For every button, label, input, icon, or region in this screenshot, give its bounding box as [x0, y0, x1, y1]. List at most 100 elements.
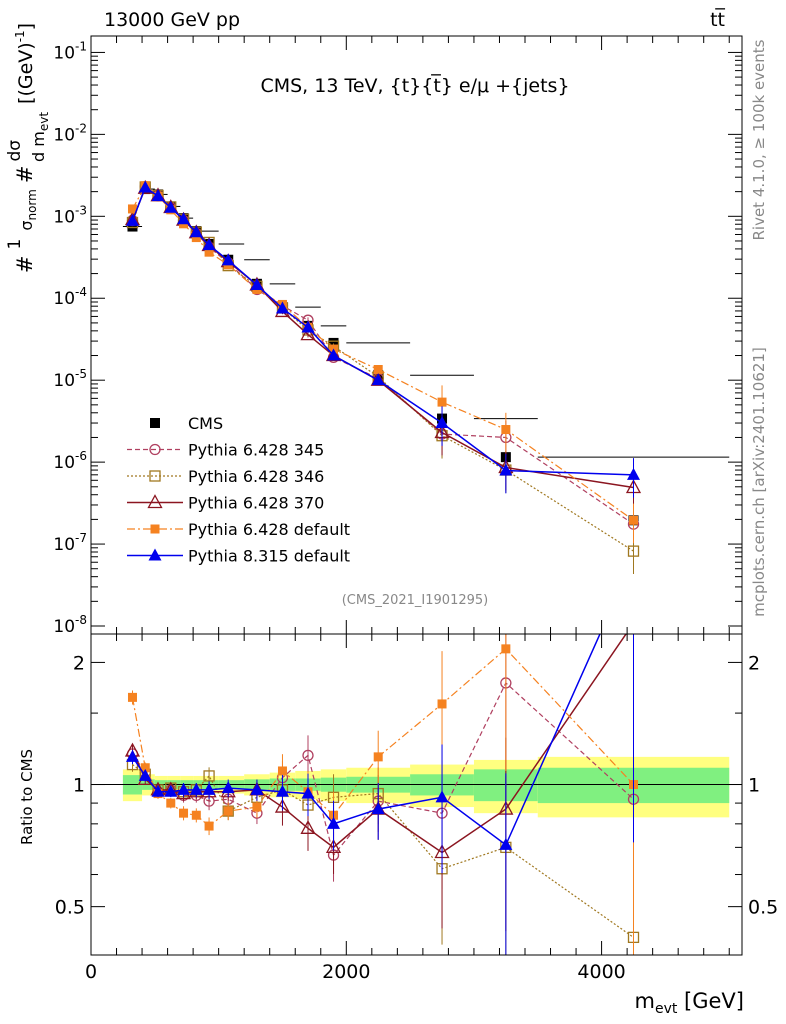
ratio-series-point [127, 692, 137, 702]
main-series-point [501, 425, 511, 435]
ratio-series-point [151, 784, 165, 797]
ratio-series-point [437, 699, 447, 709]
ratio-series-point [301, 786, 315, 799]
ratio-series-point [223, 806, 233, 816]
y-tick-label: 10-3 [53, 203, 87, 227]
legend-entry: Pythia 6.428 345 [127, 441, 324, 460]
svg-text:#1σnorm#dσd mevt[(GeV)-1]: #1σnorm#dσ d mevt[(GeV)-1] [5, 23, 51, 273]
ratio-series-point [125, 749, 139, 762]
x-axis-title: mevt [GeV] [635, 989, 744, 1017]
ratio-series-line [131, 648, 634, 827]
main-series-point [437, 397, 447, 407]
main-series-point [435, 416, 449, 429]
main-series-point [627, 467, 640, 480]
legend-marker [147, 494, 163, 509]
legend-marker [149, 443, 161, 456]
ratio-series-point [327, 816, 341, 829]
legend-entry: Pythia 6.428 346 [127, 467, 324, 486]
main-series-point [627, 545, 640, 557]
main-series-point [138, 180, 152, 193]
main-series-point [189, 225, 203, 238]
y-tick-label: 10-5 [53, 367, 87, 391]
main-series-point [301, 320, 315, 333]
main-series-point [151, 188, 165, 201]
main-frame [90, 35, 743, 635]
main-series-point [499, 463, 513, 476]
ratio-series-point [277, 766, 287, 776]
ratio-series-point [435, 790, 449, 803]
ratio-series-point [302, 749, 314, 762]
ratio-series-point [373, 752, 383, 762]
ratio-series-point [204, 821, 214, 831]
ratio-series-point [499, 837, 513, 850]
ratio-series-point [164, 784, 178, 797]
ratio-series-point [627, 616, 640, 628]
ratio-series-point [274, 798, 291, 813]
main-series-point [127, 204, 137, 214]
legend-marker [150, 418, 160, 428]
y-tick-label: 10-4 [53, 285, 87, 309]
ratio-series-point [166, 798, 176, 808]
ratio-series-point [275, 784, 289, 797]
header-right: tt̅ [710, 7, 726, 31]
ratio-y-tick-label-right: 2 [748, 652, 760, 674]
ratio-y-tick-label-right: 0.5 [748, 897, 778, 919]
legend: CMS Pythia 6.428 345 Pythia 6.428 346 Pythi… [127, 414, 350, 566]
x-tick-label: 0 [85, 961, 97, 983]
main-series-point [164, 200, 178, 213]
main-series-point [371, 373, 385, 386]
y-tick-label: 10-1 [53, 39, 87, 63]
legend-entry: Pythia 8.315 default [127, 547, 350, 566]
legend-marker [149, 470, 161, 482]
main-series-point [629, 515, 638, 525]
ratio-series-point [252, 802, 262, 812]
rivet-version-label: Rivet 4.1.0, ≥ 100k events [750, 39, 768, 240]
main-series-point [373, 365, 383, 375]
ratio-series-point [202, 782, 216, 795]
legend-marker [150, 524, 160, 534]
analysis-label: (CMS_2021_I1901295) [342, 593, 489, 608]
ratio-series-line [131, 634, 601, 847]
legend-label: Pythia 6.428 default [188, 520, 350, 539]
legend-entry: CMS [150, 414, 223, 433]
ratio-y-tick-label: 0.5 [55, 897, 85, 919]
ratio-series-point [191, 810, 201, 820]
main-series-point [177, 212, 191, 225]
ratio-y-tick-label-right: 1 [748, 775, 760, 797]
main-series-point [327, 348, 341, 361]
ratio-series-point [189, 782, 203, 795]
x-tick-label: 4000 [577, 961, 625, 983]
ratio-y-tick-label: 1 [73, 775, 85, 797]
legend-label: Pythia 8.315 default [188, 547, 350, 566]
main-series-point [300, 326, 316, 341]
ratio-series-point [177, 782, 191, 795]
legend-label: CMS [188, 414, 223, 433]
ratio-panel: 0.5 0.5 1 1 2 2 0 2000 4000 [55, 616, 778, 983]
legend-entry: Pythia 6.428 default [127, 520, 350, 539]
y-tick-label: 10-6 [53, 449, 87, 473]
main-series-point [221, 253, 235, 266]
y-tick-label: 10-2 [53, 121, 87, 145]
ratio-series-point [203, 770, 215, 782]
legend-label: Pythia 6.428 345 [188, 441, 324, 460]
main-series-point [275, 301, 289, 314]
ratio-series-point [221, 781, 235, 794]
svg-text:mevt [GeV]: mevt [GeV] [635, 989, 744, 1017]
main-series-line [131, 186, 634, 476]
main-series-point [125, 213, 139, 226]
ratio-series-point [300, 819, 316, 834]
cms-data-point [328, 337, 339, 348]
main-series-line [131, 184, 634, 521]
header-left: 13000 GeV pp [104, 9, 240, 31]
ratio-series-line [131, 634, 627, 854]
main-series-point [191, 233, 201, 243]
legend-label: Pythia 6.428 346 [188, 467, 324, 486]
ratio-series-point [371, 802, 385, 815]
y-tick-label: 10-7 [53, 531, 87, 555]
legend-marker [148, 548, 162, 561]
ratio-frame [90, 633, 743, 956]
main-series-point [204, 247, 214, 257]
ratio-series-point [325, 839, 342, 854]
legend-label: Pythia 6.428 370 [188, 494, 324, 513]
